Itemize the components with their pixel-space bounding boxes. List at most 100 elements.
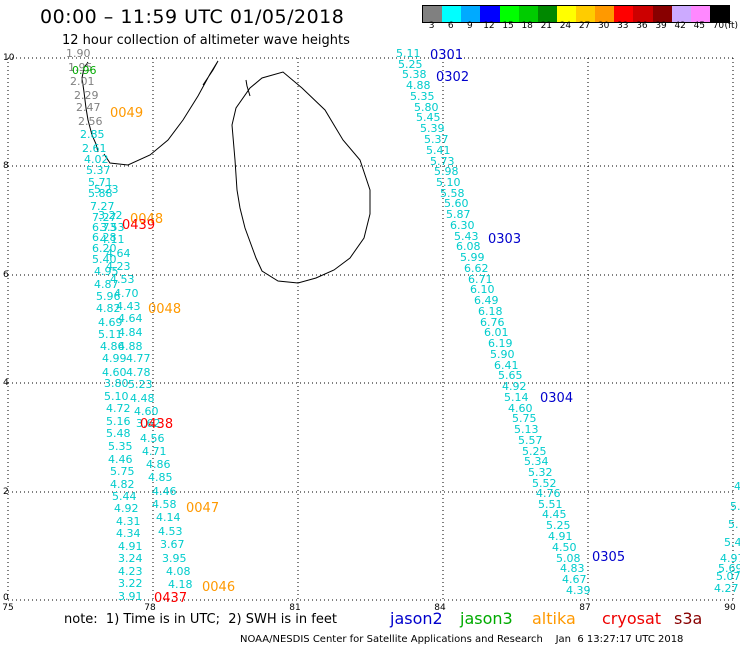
swh-value: 5.11 [396,47,421,60]
swh-value: 4.27 [714,582,739,595]
swh-value: 4.45 [542,508,567,521]
scale-swatch [595,6,615,22]
swh-value: 1.95 [68,61,93,74]
swh-value: 4.87 [94,278,119,291]
pass-time-label: 0437 [154,591,187,606]
swh-value: 4.95 [94,265,119,278]
swh-value: 4.92 [114,502,139,515]
y-tick-label: 4 [3,378,9,388]
swh-value: 5.38 [402,68,427,81]
map-subtitle: 12 hour collection of altimeter wave hei… [62,33,350,48]
swh-value: 4.46 [108,453,133,466]
swh-value: 6.41 [494,359,519,372]
swh-value: 1.90 [66,47,91,60]
scale-label: 12 [483,21,495,31]
scale-label: 15 [502,21,514,31]
swh-value: 5.4 [724,536,740,549]
swh-value: 6.76 [480,316,505,329]
legend-jason3: jason3 [460,609,513,628]
x-tick-label: 75 [2,603,13,613]
pass-time-label: 0302 [436,70,469,85]
swh-value: 4. [734,480,740,493]
swh-value: 5.07 [716,570,740,583]
swh-value: 5.44 [112,490,137,503]
scale-swatch [614,6,634,22]
swh-value: 6.73 [92,221,117,234]
y-tick-label: 8 [3,161,9,171]
swh-value: 5.08 [556,552,581,565]
swh-value: 4.56 [140,432,165,445]
swh-value: 5.13 [514,423,539,436]
swh-value: 4.76 [536,487,561,500]
color-scale-unit: (ft) [724,21,738,31]
scale-label: 45 [693,21,706,31]
pass-time-label: 0439 [122,218,155,233]
swh-value: 4.23 [118,565,143,578]
swh-value: 5.10 [436,176,461,189]
swh-value: 4.72 [106,402,131,415]
swh-value: 5.23 [128,378,153,391]
swh-value: 5.57 [518,434,543,447]
scale-swatch [480,6,500,22]
swh-value: 4.77 [126,352,151,365]
x-tick-label: 90 [724,603,736,613]
swh-value: 5.87 [446,208,471,221]
color-scale-labels: 3 6 9 12 15 18 21 24 27 30 33 36 39 42 45 70 [422,21,728,31]
swh-value: 4.97 [720,552,740,565]
scale-swatch [633,6,653,22]
footer-credit: NOAA/NESDIS Center for Satellite Applica… [240,634,684,645]
x-tick-label: 81 [289,603,300,613]
swh-value: 5.73 [430,155,455,168]
scale-label: 39 [655,21,667,31]
swh-value: 4.60 [102,366,127,379]
scale-label: 24 [559,21,572,31]
scale-swatch [423,6,443,22]
pass-time-label: 0048 [130,212,163,227]
swh-value: 3.91 [118,590,143,603]
swh-value: 4.18 [168,578,193,591]
swh-value: 0.96 [72,64,97,77]
swh-value: 4.14 [156,511,181,524]
swh-value: 4.70 [114,287,139,300]
swh-value: 5.35 [108,440,133,453]
swh-value: 6.10 [470,283,495,296]
swh-value: 3.62 [136,417,161,430]
swh-value: 6.28 [92,231,117,244]
swh-value: 4.53 [158,525,183,538]
scale-swatch [556,6,576,22]
scale-swatch [671,6,691,22]
swh-value: 3.80 [104,377,129,390]
swh-value: 6.62 [464,262,489,275]
swh-value: 7.27 [92,211,117,224]
swh-value: 4.58 [152,498,177,511]
y-tick-label: 2 [3,487,9,497]
x-axis-labels: 75 78 81 84 87 90 [2,603,736,613]
swh-value: 5.37 [86,164,111,177]
swh-value: 4.84 [118,326,143,339]
pass-time-label: 0047 [186,501,219,516]
swh-value: 5.96 [96,290,121,303]
swh-value: 2.29 [74,89,99,102]
swh-value: 5.88 [88,187,113,200]
swh-value: 7.27 [90,200,115,213]
pass-time-label: 0438 [140,417,173,432]
swh-value: 4.99 [102,352,127,365]
scale-swatch [499,6,519,22]
swh-value: 5.23 [94,183,119,196]
swh-value: 5.99 [460,251,485,264]
swh-value: 5.32 [528,466,553,479]
swh-value: 6.19 [488,337,513,350]
scale-label: 30 [597,21,610,31]
swh-value: 4.08 [166,565,191,578]
scale-label: 3 [428,21,435,31]
swh-value: 4.82 [110,478,135,491]
swh-value: 6.01 [484,326,509,339]
swh-value: 3.53 [100,221,125,234]
swh-value: 5.37 [424,133,449,146]
swh-value: 6.30 [450,219,475,232]
swh-value: 5.41 [426,144,451,157]
swh-value: 5.52 [532,477,557,490]
scale-label: 21 [540,21,553,31]
swh-value: 4.69 [98,316,123,329]
swh-value: 4.88 [406,79,431,92]
